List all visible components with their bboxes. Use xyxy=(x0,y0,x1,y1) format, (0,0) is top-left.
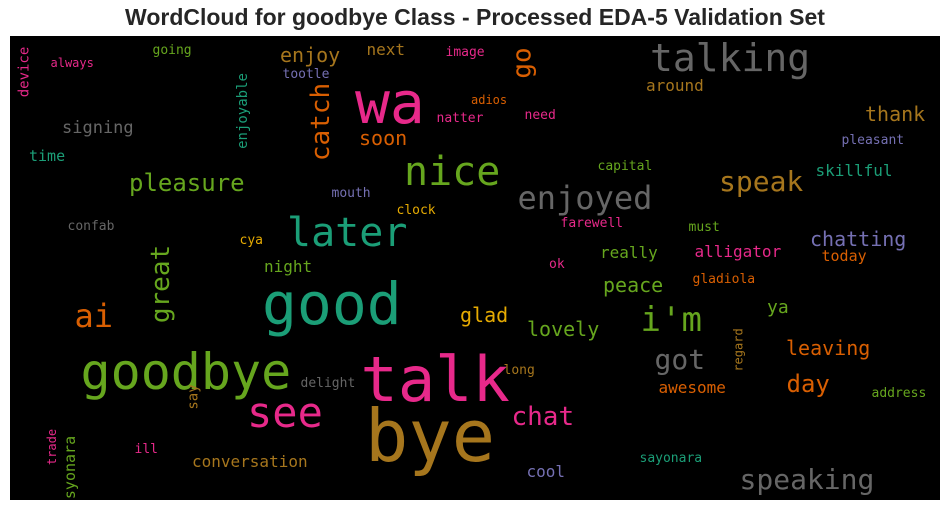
word-ill: ill xyxy=(134,441,158,457)
word-glad: glad xyxy=(460,303,509,327)
word-enjoyable: enjoyable xyxy=(234,73,251,149)
word-night: night xyxy=(264,257,313,276)
word-alligator: alligator xyxy=(694,242,782,261)
word-going: going xyxy=(152,42,192,58)
word-today: today xyxy=(821,246,867,265)
chart-title: WordCloud for goodbye Class - Processed … xyxy=(125,4,825,30)
word-around: around xyxy=(646,76,704,95)
word-always: always xyxy=(50,56,94,70)
word-enjoy: enjoy xyxy=(280,43,341,67)
word-next: next xyxy=(366,40,406,59)
word-peace: peace xyxy=(603,273,664,297)
word-natter: natter xyxy=(436,110,484,126)
word-cool: cool xyxy=(526,462,566,481)
word-awesome: awesome xyxy=(658,378,726,397)
word-talking: talking xyxy=(650,36,811,80)
word-lovely: lovely xyxy=(527,317,600,341)
word-adios: adios xyxy=(471,93,508,107)
word-say: say xyxy=(185,384,202,410)
word-soon: soon xyxy=(359,126,408,150)
word-great: great xyxy=(146,244,177,324)
word-speaking: speaking xyxy=(739,463,875,496)
word-go: go xyxy=(507,47,538,79)
word-trade: trade xyxy=(45,428,60,466)
word-farewell: farewell xyxy=(560,215,624,231)
word-leaving: leaving xyxy=(786,336,871,360)
word-address: address xyxy=(871,385,927,401)
word-regard: regard xyxy=(731,328,746,372)
word-thank: thank xyxy=(865,102,926,126)
word-wa: wa xyxy=(355,69,425,137)
word-catch: catch xyxy=(306,82,337,162)
word-ai: ai xyxy=(74,297,114,335)
word-got: got xyxy=(654,343,706,376)
word-confab: confab xyxy=(67,218,115,234)
word-cya: cya xyxy=(239,232,263,248)
word-syonara: syonara xyxy=(60,435,79,499)
word-ok: ok xyxy=(549,256,565,272)
word-chatting: chatting xyxy=(810,227,907,251)
word-signing: signing xyxy=(62,117,134,138)
word-ya: ya xyxy=(767,297,789,318)
word-time: time xyxy=(29,146,66,165)
word-day: day xyxy=(786,370,830,398)
word-enjoyed: enjoyed xyxy=(517,179,653,217)
word-later: later xyxy=(287,210,408,256)
wordcloud-canvas: bye talk goodbye good wa see later talking nice e… xyxy=(10,36,940,500)
word-im: i'm xyxy=(640,300,702,340)
word-delight: delight xyxy=(300,375,356,391)
word-long: long xyxy=(503,362,535,378)
word-conversation: conversation xyxy=(192,452,308,471)
word-goodbye: goodbye xyxy=(80,343,292,401)
word-good: good xyxy=(262,270,402,338)
word-tootle: tootle xyxy=(282,66,330,82)
word-really: really xyxy=(600,243,658,262)
word-talk: talk xyxy=(360,343,510,416)
word-nice: nice xyxy=(404,149,501,195)
word-device: device xyxy=(15,46,32,98)
word-need: need xyxy=(524,107,556,123)
word-see: see xyxy=(247,388,323,437)
word-pleasure: pleasure xyxy=(129,169,245,197)
word-must: must xyxy=(688,219,720,235)
word-chat: chat xyxy=(511,402,575,432)
word-skillful: skillful xyxy=(815,161,893,180)
word-bye: bye xyxy=(365,394,496,478)
word-sayonara: sayonara xyxy=(639,450,703,466)
word-pleasant: pleasant xyxy=(841,132,905,148)
word-image: image xyxy=(445,44,485,60)
word-mouth: mouth xyxy=(331,185,371,201)
word-clock: clock xyxy=(396,202,436,218)
word-gladiola: gladiola xyxy=(692,271,756,287)
word-speak: speak xyxy=(719,165,804,198)
word-capital: capital xyxy=(597,158,653,174)
